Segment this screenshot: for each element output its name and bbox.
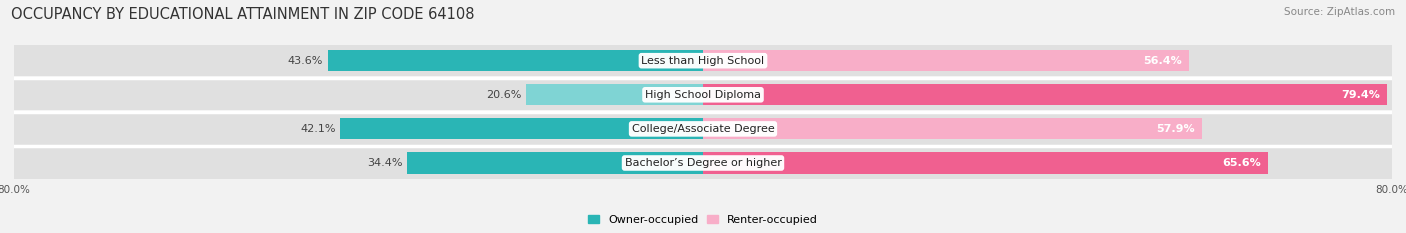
Text: 43.6%: 43.6% bbox=[288, 56, 323, 66]
Text: High School Diploma: High School Diploma bbox=[645, 90, 761, 100]
Bar bbox=[703, 79, 1392, 110]
Bar bbox=[14, 45, 703, 76]
Text: College/Associate Degree: College/Associate Degree bbox=[631, 124, 775, 134]
Text: 20.6%: 20.6% bbox=[486, 90, 522, 100]
Text: 34.4%: 34.4% bbox=[367, 158, 402, 168]
Bar bbox=[703, 45, 1392, 76]
Bar bbox=[14, 79, 703, 110]
Bar bbox=[14, 113, 703, 144]
Text: 57.9%: 57.9% bbox=[1156, 124, 1195, 134]
Bar bbox=[526, 84, 703, 105]
Text: 56.4%: 56.4% bbox=[1143, 56, 1182, 66]
Bar bbox=[703, 113, 1392, 144]
Bar bbox=[703, 147, 1392, 179]
Text: 65.6%: 65.6% bbox=[1222, 158, 1261, 168]
Bar bbox=[703, 118, 1202, 140]
Bar bbox=[406, 152, 703, 174]
Text: OCCUPANCY BY EDUCATIONAL ATTAINMENT IN ZIP CODE 64108: OCCUPANCY BY EDUCATIONAL ATTAINMENT IN Z… bbox=[11, 7, 475, 22]
Legend: Owner-occupied, Renter-occupied: Owner-occupied, Renter-occupied bbox=[583, 210, 823, 229]
Text: Less than High School: Less than High School bbox=[641, 56, 765, 66]
Text: 42.1%: 42.1% bbox=[301, 124, 336, 134]
Bar bbox=[328, 50, 703, 71]
Text: Source: ZipAtlas.com: Source: ZipAtlas.com bbox=[1284, 7, 1395, 17]
Text: Bachelor’s Degree or higher: Bachelor’s Degree or higher bbox=[624, 158, 782, 168]
Bar bbox=[14, 147, 703, 179]
Bar bbox=[340, 118, 703, 140]
Bar bbox=[703, 50, 1188, 71]
Bar bbox=[703, 84, 1386, 105]
Text: 79.4%: 79.4% bbox=[1341, 90, 1379, 100]
Bar bbox=[703, 152, 1268, 174]
